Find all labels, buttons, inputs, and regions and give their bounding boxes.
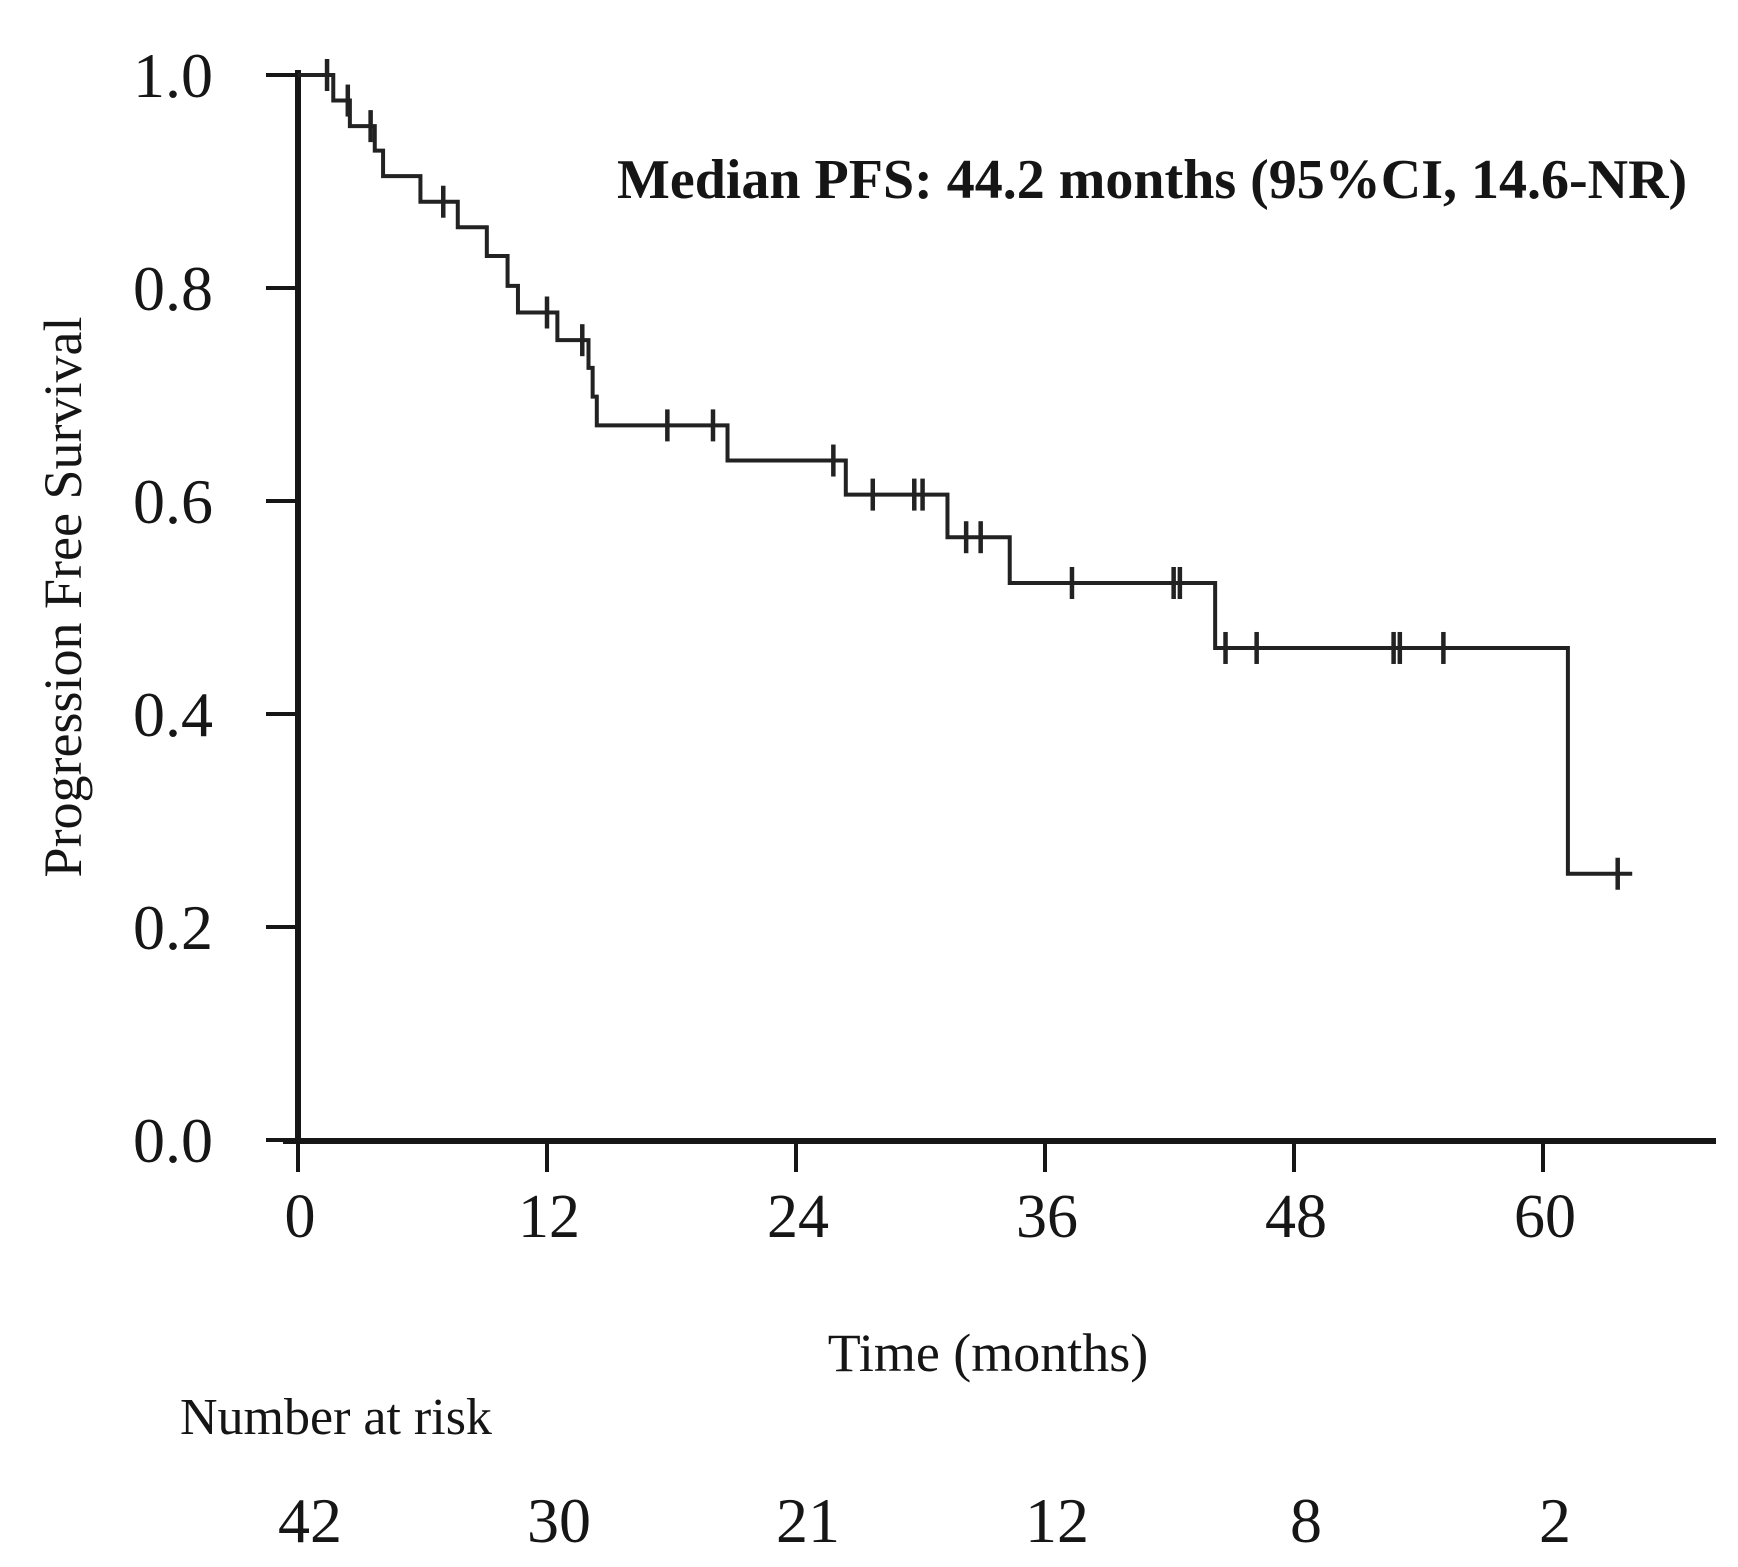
y-tick-label: 0.4 [133,679,213,750]
risk-count: 30 [527,1485,591,1556]
y-tick-label: 1.0 [133,40,213,111]
risk-count: 42 [278,1485,342,1556]
x-tick-label: 24 [767,1183,829,1251]
x-axis-title: Time (months) [827,1323,1149,1383]
number-at-risk-label: Number at risk [180,1389,492,1446]
y-tick-label: 0.0 [133,1105,213,1176]
x-tick-label: 36 [1016,1183,1078,1251]
y-tick-label: 0.8 [133,253,213,324]
y-tick-label: 0.6 [133,466,213,537]
risk-count: 12 [1025,1485,1089,1556]
x-tick-label: 48 [1265,1183,1327,1251]
x-tick-label: 12 [518,1183,580,1251]
risk-count: 21 [776,1485,840,1556]
y-axis-title: Progression Free Survival [33,316,93,878]
risk-count: 2 [1539,1485,1571,1556]
risk-count: 8 [1290,1485,1322,1556]
median-pfs-annotation: Median PFS: 44.2 months (95%CI, 14.6-NR) [617,149,1688,211]
y-tick-label: 0.2 [133,892,213,963]
x-tick-label: 0 [285,1183,316,1251]
x-tick-label: 60 [1514,1183,1576,1251]
